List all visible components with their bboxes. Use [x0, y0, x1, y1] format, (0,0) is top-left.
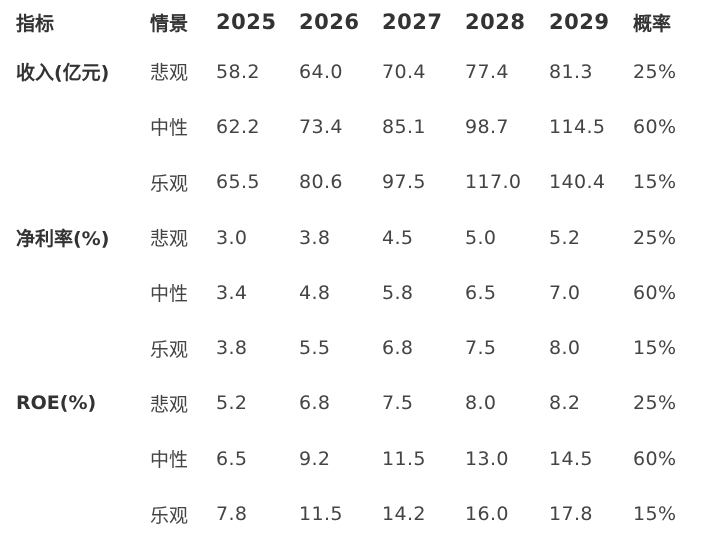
value-cell: 97.5 — [382, 171, 426, 194]
scenario-label: 乐观 — [150, 338, 189, 361]
value-cell: 8.2 — [549, 392, 581, 415]
value-cell: 16.0 — [465, 503, 509, 526]
probability-cell: 25% — [633, 60, 677, 83]
value-cell: 77.4 — [465, 60, 509, 83]
value-cell: 17.8 — [549, 503, 593, 526]
value-cell: 3.0 — [216, 226, 248, 249]
probability-cell: 15% — [633, 171, 677, 194]
header-year-2027: 2027 — [382, 10, 443, 34]
value-cell: 6.8 — [382, 337, 414, 360]
value-cell: 73.4 — [299, 115, 343, 138]
value-cell: 58.2 — [216, 60, 260, 83]
value-cell: 80.6 — [299, 171, 343, 194]
value-cell: 11.5 — [299, 503, 343, 526]
metric-label-empty — [6, 155, 140, 210]
header-year-2025: 2025 — [216, 10, 277, 34]
scenario-label: 中性 — [150, 449, 189, 472]
value-cell: 3.8 — [299, 226, 331, 249]
value-cell: 6.5 — [465, 281, 497, 304]
value-cell: 62.2 — [216, 115, 260, 138]
scenario-label: 中性 — [150, 283, 189, 306]
scenario-label: 乐观 — [150, 172, 189, 195]
scenario-label: 中性 — [150, 117, 189, 140]
probability-cell: 15% — [633, 337, 677, 360]
value-cell: 3.8 — [216, 337, 248, 360]
value-cell: 7.0 — [549, 281, 581, 304]
table-row: 中性 3.4 4.8 5.8 6.5 7.0 60% — [6, 265, 712, 320]
header-year-2029: 2029 — [549, 10, 610, 34]
metric-label-revenue: 收入(亿元) — [16, 62, 110, 85]
value-cell: 8.0 — [465, 392, 497, 415]
value-cell: 114.5 — [549, 115, 606, 138]
value-cell: 64.0 — [299, 60, 343, 83]
value-cell: 98.7 — [465, 115, 509, 138]
metric-label-empty — [6, 265, 140, 320]
table-row: 净利率(%) 悲观 3.0 3.8 4.5 5.0 5.2 25% — [6, 210, 712, 265]
value-cell: 4.8 — [299, 281, 331, 304]
value-cell: 7.5 — [382, 392, 414, 415]
metric-label-empty — [6, 320, 140, 375]
probability-cell: 25% — [633, 392, 677, 415]
probability-cell: 60% — [633, 281, 677, 304]
table-row: 中性 6.5 9.2 11.5 13.0 14.5 60% — [6, 431, 712, 486]
table-row: 乐观 3.8 5.5 6.8 7.5 8.0 15% — [6, 320, 712, 375]
table-row: 乐观 7.8 11.5 14.2 16.0 17.8 15% — [6, 486, 712, 541]
value-cell: 5.5 — [299, 337, 331, 360]
scenario-label: 悲观 — [150, 228, 189, 251]
header-row: 指标 情景 2025 2026 2027 2028 2029 概率 — [6, 0, 712, 44]
scenario-label: 悲观 — [150, 393, 189, 416]
metric-label-roe: ROE(%) — [16, 392, 97, 415]
value-cell: 85.1 — [382, 115, 426, 138]
table-header: 指标 情景 2025 2026 2027 2028 2029 概率 — [6, 0, 712, 44]
value-cell: 6.8 — [299, 392, 331, 415]
header-probability: 概率 — [633, 12, 672, 35]
probability-cell: 60% — [633, 115, 677, 138]
table-row: 收入(亿元) 悲观 58.2 64.0 70.4 77.4 81.3 25% — [6, 44, 712, 99]
value-cell: 70.4 — [382, 60, 426, 83]
value-cell: 140.4 — [549, 171, 606, 194]
value-cell: 5.2 — [549, 226, 581, 249]
value-cell: 117.0 — [465, 171, 522, 194]
header-metric: 指标 — [16, 12, 55, 35]
metric-label-empty — [6, 431, 140, 486]
value-cell: 13.0 — [465, 447, 509, 470]
value-cell: 7.5 — [465, 337, 497, 360]
value-cell: 8.0 — [549, 337, 581, 360]
value-cell: 65.5 — [216, 171, 260, 194]
metric-label-empty — [6, 486, 140, 541]
table-row: 中性 62.2 73.4 85.1 98.7 114.5 60% — [6, 99, 712, 154]
table-row: 乐观 65.5 80.6 97.5 117.0 140.4 15% — [6, 155, 712, 210]
scenario-label: 悲观 — [150, 62, 189, 85]
value-cell: 4.5 — [382, 226, 414, 249]
header-year-2028: 2028 — [465, 10, 526, 34]
value-cell: 6.5 — [216, 447, 248, 470]
value-cell: 3.4 — [216, 281, 248, 304]
header-year-2026: 2026 — [299, 10, 360, 34]
value-cell: 5.8 — [382, 281, 414, 304]
table-row: ROE(%) 悲观 5.2 6.8 7.5 8.0 8.2 25% — [6, 376, 712, 431]
value-cell: 14.2 — [382, 503, 426, 526]
header-scenario: 情景 — [150, 12, 189, 35]
value-cell: 7.8 — [216, 503, 248, 526]
probability-cell: 15% — [633, 503, 677, 526]
table-body: 收入(亿元) 悲观 58.2 64.0 70.4 77.4 81.3 25% 中… — [6, 44, 712, 542]
scenario-label: 乐观 — [150, 504, 189, 527]
forecast-table: 指标 情景 2025 2026 2027 2028 2029 概率 收入(亿元)… — [6, 0, 712, 542]
value-cell: 5.2 — [216, 392, 248, 415]
metric-label-net-margin: 净利率(%) — [16, 228, 110, 251]
value-cell: 81.3 — [549, 60, 593, 83]
value-cell: 5.0 — [465, 226, 497, 249]
value-cell: 14.5 — [549, 447, 593, 470]
probability-cell: 25% — [633, 226, 677, 249]
metric-label-empty — [6, 99, 140, 154]
value-cell: 9.2 — [299, 447, 331, 470]
probability-cell: 60% — [633, 447, 677, 470]
value-cell: 11.5 — [382, 447, 426, 470]
